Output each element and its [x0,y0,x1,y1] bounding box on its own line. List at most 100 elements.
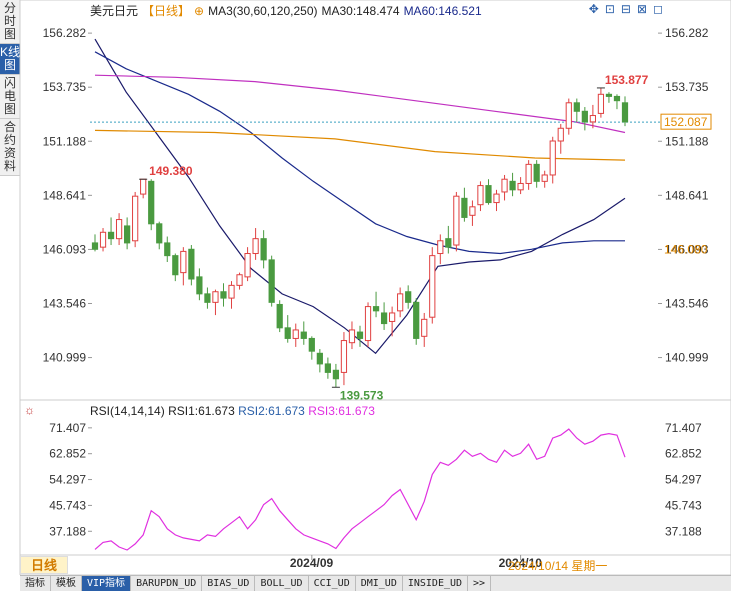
candle-body [372,306,380,312]
candle-body [340,340,348,373]
rsi-tick-label: 45.743 [49,498,86,512]
candle-body [453,195,460,246]
candle-body [621,102,629,123]
candle-body [557,127,564,142]
ma-title: MA3(30,60,120,250) [208,4,318,18]
candle-body [188,248,195,280]
candle-body [380,312,388,325]
ma-line-ma60 [94,51,625,255]
price-tick-label: 156.282 [43,26,87,40]
candle-body [573,102,580,112]
candle-body [429,255,436,318]
price-tick-label-right: 151.188 [665,134,709,148]
tab-kline[interactable]: K线图 [0,44,20,75]
tab-boll[interactable]: BOLL_UD [255,576,309,591]
price-tick-label-right: 153.735 [665,80,709,94]
tab-intraday[interactable]: 分时图 [0,0,20,44]
rsi-tick-label-right: 54.297 [665,473,702,487]
mid-high-label: 149.380 [149,164,193,178]
candle-body [212,291,219,303]
price-tick-label: 151.188 [43,134,87,148]
candle-body [389,312,396,322]
ma-right-label: 146.080 [664,243,708,257]
chart-header: 美元日元 【日线】 ⊕ MA3(30,60,120,250) MA30:148.474 M… [90,2,486,18]
tab-flash[interactable]: 闪电图 [0,75,20,119]
candle-body [364,306,372,342]
candle-body [204,293,211,303]
candle-body [284,327,291,339]
period-badge[interactable]: 【日线】 [142,4,191,18]
rsi-tick-label-right: 45.743 [665,498,702,512]
price-tick-label: 140.999 [43,351,87,365]
candle-body [236,274,243,286]
candle-body [469,206,476,216]
price-tick-label: 143.546 [43,296,87,310]
tab-inside[interactable]: INSIDE_UD [403,576,469,591]
tab-cci[interactable]: CCI_UD [309,576,356,591]
candle-body [348,329,356,344]
candlestick-chart[interactable]: 156.282 156.282 153.735 153.735 151.188 151.1… [0,0,731,575]
candle-body [413,301,420,339]
candle-body [605,93,613,97]
move-icon[interactable]: ✥ [588,2,599,16]
low-label: 139.573 [340,388,384,402]
rsi-title: RSI(14,14,14) [90,404,165,418]
candle-body [132,195,139,242]
candle-body [148,180,155,225]
tab-bias[interactable]: BIAS_UD [202,576,256,591]
rsi-tick-label-right: 62.852 [665,447,702,461]
candle-body [124,225,131,244]
candle-body [597,93,605,114]
tab-contract[interactable]: 合约资料 [0,119,20,176]
tab-vip[interactable]: VIP指标 [82,576,132,591]
rsi1-value: RSI1:61.673 [168,404,235,418]
zoom-out-icon[interactable]: ⊟ [620,2,631,16]
price-tick-label-right: 156.282 [665,26,709,40]
candle-body [260,238,267,261]
last-price-label: 152.087 [664,115,708,129]
price-tick-label: 146.093 [43,242,87,256]
candle-body [252,238,259,255]
candle-body [356,331,364,339]
candle-body [220,291,227,299]
tab-template[interactable]: 模板 [51,576,82,591]
candle-body [437,240,444,255]
chart-tools: ✥ ⊡ ⊟ ⊠ ◻ [583,2,663,16]
candle-body [91,242,99,250]
tab-more[interactable]: >> [468,576,492,591]
symbol-name: 美元日元 [90,4,139,18]
candle-body [525,163,532,184]
candle-body [445,238,452,248]
candle-body [501,178,508,193]
rsi-line [94,428,626,551]
period-label[interactable]: 日线 [20,556,68,574]
candle-body [244,253,251,278]
candle-body [533,163,540,182]
indicator-tabs: 指标 模板 VIP指标 BARUPDN_UD BIAS_UD BOLL_UD CCI_UD D… [20,575,731,591]
candle-body [308,337,315,352]
maximize-icon[interactable]: ◻ [653,2,663,16]
price-tick-label: 148.641 [43,188,87,202]
candle-body [493,193,500,204]
candle-body [164,242,171,257]
rsi3-value: RSI3:61.673 [308,404,375,418]
candle-body [228,284,235,299]
tab-indicator[interactable]: 指标 [20,576,51,591]
zoom-in-icon[interactable]: ⊡ [604,2,615,16]
candle-body [172,255,179,276]
candle-body [581,110,588,123]
candle-body [300,331,307,339]
candle-body [613,95,621,102]
candle-body [180,250,187,274]
candle-body [115,219,123,240]
rsi-tick-label-right: 37.188 [665,524,702,538]
candle-body [485,185,492,204]
tab-barupdn[interactable]: BARUPDN_UD [131,576,203,591]
tab-dmi[interactable]: DMI_UD [356,576,403,591]
settings-icon[interactable]: ⊕ [194,4,205,18]
ma-line-ma120 [94,74,626,134]
reset-icon[interactable]: ⊠ [636,2,648,16]
cursor-date: 2024/10/14 星期一 [508,559,608,573]
candle-body [405,291,412,303]
candle-body [461,197,468,218]
